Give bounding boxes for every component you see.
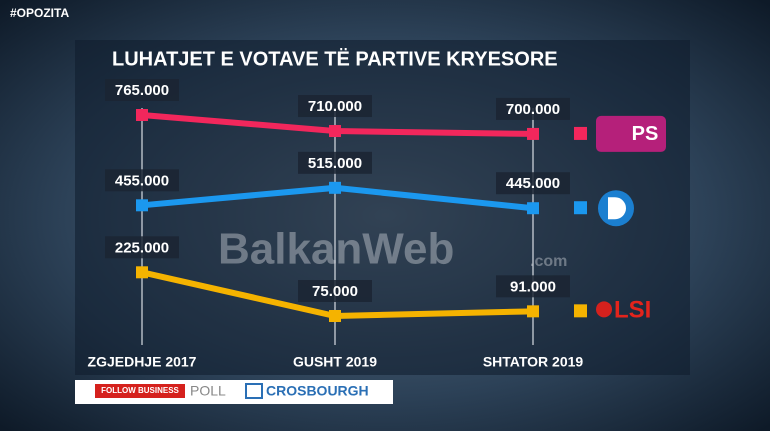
- tag: #OPOZITA: [10, 6, 69, 20]
- x-tick-label: SHTATOR 2019: [483, 354, 584, 370]
- x-tick-label: GUSHT 2019: [293, 354, 377, 370]
- legend-logo: [608, 197, 626, 220]
- value-label-box: [298, 151, 372, 174]
- value-label-box: [105, 169, 179, 192]
- point: [527, 305, 539, 318]
- legend-logo: [596, 115, 666, 152]
- pollster: CROSBOURGH: [266, 383, 369, 399]
- legend-label: PS: [632, 123, 659, 145]
- value-label-box: [496, 172, 570, 195]
- point: [136, 109, 148, 121]
- value-label: 445.000: [506, 175, 560, 192]
- pollster-logo: [245, 383, 263, 399]
- sponsor-box: [95, 384, 185, 398]
- value-label: 91.000: [510, 278, 556, 295]
- value-label: 700.000: [506, 101, 560, 118]
- point: [527, 127, 539, 140]
- point: [329, 181, 341, 194]
- point: [136, 266, 148, 279]
- value-label-box: [298, 95, 372, 118]
- value-label-box: [496, 275, 570, 298]
- point: [136, 199, 148, 212]
- legend-logo: [596, 301, 612, 318]
- chart-title: LUHATJET E VOTAVE TË PARTIVE KRYESORE: [112, 47, 558, 70]
- x-tick-label: ZGJEDHJE 2017: [88, 354, 197, 370]
- legend-label: LSI: [614, 297, 651, 324]
- value-label-box: [105, 79, 179, 101]
- value-label: 75.000: [312, 283, 358, 300]
- value-label: 710.000: [308, 98, 362, 115]
- value-label: 225.000: [115, 239, 169, 256]
- value-label-box: [105, 236, 179, 259]
- watermark-suffix: .com: [530, 253, 567, 270]
- legend-swatch: [574, 304, 587, 318]
- point: [329, 310, 341, 322]
- point: [329, 125, 341, 138]
- value-label-box: [496, 97, 570, 120]
- watermark: BalkanWeb: [218, 225, 454, 274]
- value-label: 455.000: [115, 172, 169, 189]
- value-label: 515.000: [308, 155, 362, 172]
- legend-swatch: [574, 201, 587, 215]
- point: [527, 202, 539, 215]
- value-label: 765.000: [115, 82, 169, 99]
- legend-swatch: [574, 126, 587, 140]
- value-label-box: [298, 280, 372, 302]
- sponsor: FOLLOW BUSINESS: [101, 386, 179, 395]
- poll-label: POLL: [190, 383, 226, 399]
